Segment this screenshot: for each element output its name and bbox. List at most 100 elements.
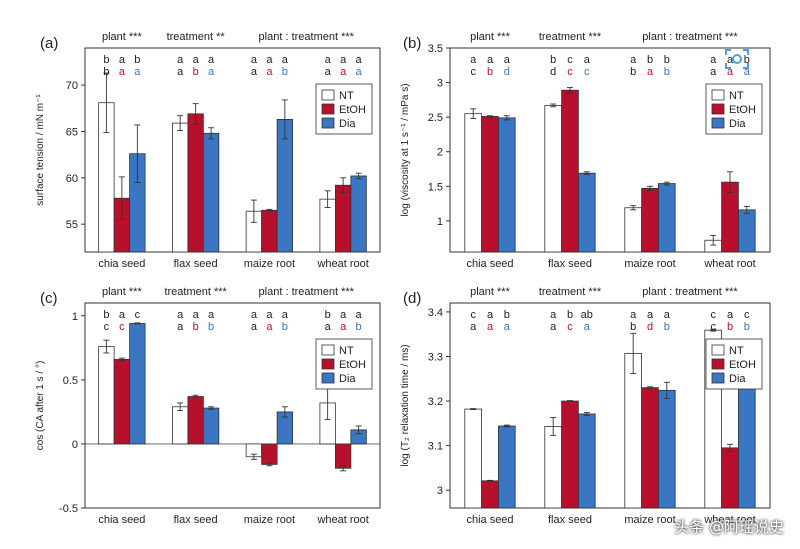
letter-bottom: c xyxy=(135,321,141,333)
x-tick-label: chia seed xyxy=(98,514,145,526)
x-tick-label: chia seed xyxy=(466,258,513,270)
letter-top: b xyxy=(325,309,331,321)
bar-etoh xyxy=(187,113,204,253)
legend-label: NT xyxy=(729,345,744,357)
bar-dia xyxy=(658,389,676,509)
watermark: 头条 @阿瑶说史 xyxy=(674,518,784,536)
scan-icon[interactable] xyxy=(724,48,750,70)
bar-nt xyxy=(171,406,189,445)
letter-top: a xyxy=(325,54,332,66)
letter-bottom: c xyxy=(119,321,125,333)
letter-top: a xyxy=(208,309,215,321)
effect-header: plant *** xyxy=(470,286,510,298)
letter-bottom: b xyxy=(282,321,288,333)
legend-label: Dia xyxy=(729,118,746,130)
bar-etoh xyxy=(187,396,204,445)
effect-header: plant : treatment *** xyxy=(642,31,738,43)
bar-etoh xyxy=(641,187,659,253)
y-tick-label: 3.5 xyxy=(428,43,443,55)
legend-label: Dia xyxy=(729,373,746,385)
letter-bottom: b xyxy=(630,321,636,333)
legend-swatch xyxy=(711,372,725,384)
legend-swatch xyxy=(711,344,725,356)
letter-top: a xyxy=(647,309,654,321)
letter-bottom: a xyxy=(251,66,258,78)
bar-etoh xyxy=(561,400,579,509)
x-tick-label: chia seed xyxy=(466,514,513,526)
effect-header: treatment *** xyxy=(539,286,602,298)
letter-bottom: d xyxy=(550,66,556,78)
letter-top: a xyxy=(251,309,258,321)
plot-frame xyxy=(84,47,381,253)
letter-top: a xyxy=(550,309,557,321)
y-tick-label: 65 xyxy=(66,126,78,138)
bar-etoh xyxy=(261,443,278,465)
letter-top: a xyxy=(664,309,671,321)
x-tick-label: wheat root xyxy=(703,258,755,270)
bar-dia xyxy=(350,175,367,253)
letter-bottom: a xyxy=(340,321,347,333)
letter-bottom: a xyxy=(208,66,215,78)
letter-bottom: c xyxy=(584,66,590,78)
y-tick-label: 70 xyxy=(66,80,78,92)
effect-header: treatment ** xyxy=(167,31,226,43)
letter-bottom: a xyxy=(727,66,734,78)
x-tick-label: flax seed xyxy=(174,258,218,270)
letter-top: a xyxy=(487,309,494,321)
letter-top: ab xyxy=(581,309,593,321)
letter-top: b xyxy=(550,54,556,66)
y-axis-label: surface tension / mN m⁻¹ xyxy=(35,94,46,206)
legend-swatch xyxy=(321,89,335,101)
letter-top: b xyxy=(103,54,109,66)
plot-frame xyxy=(449,302,771,509)
bar-nt xyxy=(464,408,482,509)
bar-dia xyxy=(497,425,516,509)
letter-bottom: a xyxy=(325,66,332,78)
letter-top: a xyxy=(340,54,347,66)
x-tick-label: wheat root xyxy=(316,514,368,526)
legend-label: Dia xyxy=(339,373,356,385)
legend-label: EtOH xyxy=(729,359,756,371)
effect-header: plant : treatment *** xyxy=(642,286,738,298)
panel-label: (c) xyxy=(40,290,58,307)
x-tick-label: maize root xyxy=(624,514,675,526)
letter-top: a xyxy=(487,54,494,66)
y-tick-label: 0 xyxy=(72,439,78,451)
legend-swatch xyxy=(321,103,335,115)
bar-etoh xyxy=(641,387,659,509)
letter-bottom: b xyxy=(193,66,199,78)
letter-top: b xyxy=(504,309,510,321)
letter-bottom: a xyxy=(325,321,332,333)
letter-top: a xyxy=(727,54,734,66)
letter-bottom: a xyxy=(470,321,477,333)
y-axis-label: cos (CA after 1 s / °) xyxy=(35,361,46,451)
letter-bottom: a xyxy=(177,321,184,333)
effect-header: treatment *** xyxy=(164,286,227,298)
letter-bottom: b xyxy=(630,66,636,78)
letter-bottom: b xyxy=(664,321,670,333)
y-axis-label: log (T₂ relaxation time / ms) xyxy=(400,344,411,466)
x-tick-label: flax seed xyxy=(548,258,592,270)
letter-bottom: a xyxy=(710,66,717,78)
legend-swatch xyxy=(711,103,725,115)
letter-top: a xyxy=(251,54,258,66)
letter-top: a xyxy=(119,54,126,66)
bar-dia xyxy=(497,117,516,253)
bar-dia xyxy=(578,172,596,253)
letter-top: b xyxy=(744,54,750,66)
y-tick-label: 3 xyxy=(437,485,443,497)
legend-swatch xyxy=(711,117,725,129)
x-tick-label: chia seed xyxy=(98,258,145,270)
bar-dia xyxy=(738,372,756,509)
letter-top: c xyxy=(135,309,141,321)
letter-bottom: b xyxy=(487,66,493,78)
letter-bottom: a xyxy=(487,321,494,333)
bar-nt xyxy=(624,352,642,509)
letter-top: a xyxy=(266,54,273,66)
legend-swatch xyxy=(321,117,335,129)
panel-label: (b) xyxy=(403,35,421,52)
letter-bottom: b xyxy=(282,66,288,78)
y-tick-label: 1 xyxy=(72,311,78,323)
letter-bottom: b xyxy=(103,66,109,78)
y-tick-label: 0.5 xyxy=(63,375,78,387)
